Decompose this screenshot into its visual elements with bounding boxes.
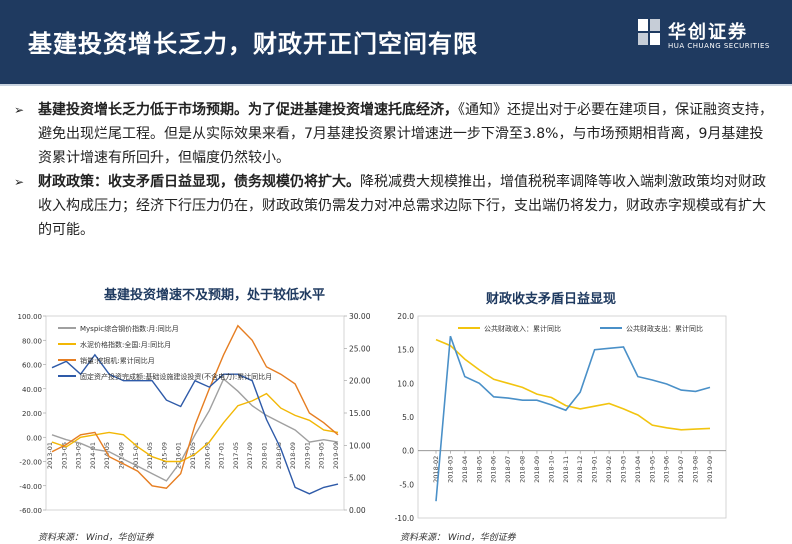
y-tick-label-right: 30.00 [349,312,371,321]
y-tick-label-left: -20.00 [19,459,42,467]
x-tick-label: 2018-12 [576,456,584,483]
left-chart-source: 资料来源： Wind，华创证券 [38,533,154,543]
y-tick-label-right: 15.00 [349,409,371,418]
y-tick-label-right: 25.00 [349,344,371,353]
bullet-item-infrastructure: ➢ 基建投资增长乏力低于市场预期。为了促进基建投资增速托底经济，《通知》还提出对… [14,98,774,170]
header-divider [0,84,792,86]
y-tick-label-left: 60.00 [22,362,42,370]
header-bar: 基建投资增长乏力，财政开正门空间有限 华创证券 HUA CHUANG SECUR… [0,0,792,84]
bullet-body: 降税减费大规模推出，增值税税率调降等收入端刺激政策均对财政收入构成压力；经济下行… [38,174,766,238]
page-title: 基建投资增长乏力，财政开正门空间有限 [28,30,478,58]
legend-label-3: 固定资产投资完成额:基础设施建设投资(不含电力):累计同比月 [80,372,272,381]
bullet-body: 《通知》还提出对于必要在建项目，保证融资支持，避免出现烂尾工程。但是从实际效果来… [38,102,773,166]
right-chart-source: 资料来源： Wind，华创证券 [400,533,516,543]
y-tick-label-left: -40.00 [19,483,42,491]
x-tick-label: 2019-08 [692,456,700,483]
x-tick-label: 2018-09 [533,456,541,483]
x-tick-label: 2016-09 [203,442,211,469]
x-tick-label: 2019-09 [332,442,340,469]
y-tick-label-left: 100.00 [18,313,43,321]
x-tick-label: 2018-05 [275,442,283,469]
x-tick-label: 2013-01 [46,442,54,469]
y-tick-label-right: 20.00 [349,377,371,386]
y-tick-label: 5.0 [402,413,414,422]
x-tick-label: 2019-03 [619,456,627,483]
y-tick-label-left: 0.00 [26,434,42,442]
x-tick-label: 2018-03 [446,456,454,483]
series-line-2 [51,324,339,489]
bullet-arrow-icon: ➢ [14,175,25,189]
company-logo: 华创证券 HUA CHUANG SECURITIES [636,14,776,62]
x-tick-label: 2018-06 [490,456,498,483]
y-tick-label: 15.0 [397,346,414,355]
x-tick-label: 2018-04 [461,456,469,483]
right-chart: 20.0 15.0 10.0 5.0 0.0 -5.0 -10.0 2018-02 2018-0… [395,312,727,523]
x-tick-label: 2015-09 [160,442,168,469]
x-tick-label: 2017-09 [246,442,254,469]
series-line-1 [435,335,711,502]
x-tick-label: 2018-07 [504,456,512,483]
x-tick-label: 2019-07 [677,456,685,483]
legend-label-2: 销量:挖掘机:累计同比月 [80,356,155,365]
x-tick-label: 2017-05 [232,442,240,469]
x-tick-label: 2019-06 [663,456,671,483]
x-tick-label: 2018-02 [432,456,440,483]
y-tick-label: 0.0 [402,447,414,456]
x-tick-label: 2018-09 [289,442,297,469]
legend-label-0: 公共财政收入：累计同比 [484,324,561,333]
x-tick-label: 2018-08 [519,456,527,483]
right-chart-title: 财政收支矛盾日益显现 [486,292,617,307]
left-chart: 100.00 80.00 60.00 40.00 20.00 0.00 -20.00 -40.… [18,312,371,515]
x-tick-label: 2013-09 [75,442,83,469]
y-tick-label-left: 80.00 [22,337,42,345]
legend-label-1: 水泥价格指数:全国:月:同比月 [80,340,171,349]
y-tick-label: -10.0 [395,514,415,523]
x-tick-label: 2019-04 [634,456,642,483]
y-tick-label-left: 20.00 [22,410,42,418]
x-tick-label: 2018-11 [562,456,570,483]
x-tick-label: 2013-05 [60,442,68,469]
x-tick-label: 2014-09 [118,442,126,469]
y-tick-label-right: 10.00 [349,441,371,450]
x-tick-label: 2019-01 [303,442,311,469]
x-tick-label: 2018-10 [547,456,555,483]
x-tick-label: 2014-01 [89,442,97,469]
legend-label-0: Myspic综合钢价指数:月:同比月 [80,324,179,333]
x-tick-label: 2019-01 [591,456,599,483]
y-tick-label-right: 5.00 [349,474,366,483]
x-tick-label: 2019-02 [605,456,613,483]
y-tick-label: -5.0 [399,480,414,489]
legend-label-1: 公共财政支出：累计同比 [626,324,703,333]
series-line-0 [435,338,711,431]
logo-text-en: HUA CHUANG SECURITIES [668,42,770,50]
bullet-heading: 基建投资增长乏力低于市场预期。为了促进基建投资增速托底经济， [38,102,458,118]
bullet-arrow-icon: ➢ [14,103,25,117]
logo-text-cn: 华创证券 [668,22,748,43]
x-tick-label: 2018-05 [475,456,483,483]
x-tick-label: 2014-05 [103,442,111,469]
x-tick-label: 2018-01 [261,442,269,469]
logo-mark-icon [638,19,660,45]
y-tick-label: 20.0 [397,312,414,321]
series-line-3 [51,353,339,495]
bullet-item-fiscal: ➢ 财政政策：收支矛盾日益显现，债务规模仍将扩大。降税减费大规模推出，增值税税率… [14,170,774,242]
x-tick-label: 2019-05 [318,442,326,469]
x-tick-label: 2015-01 [132,442,140,469]
plot-frame [417,315,727,519]
series-line-0 [51,377,339,482]
series-line-1 [51,392,339,463]
x-tick-label: 2019-05 [648,456,656,483]
left-chart-title: 基建投资增速不及预期，处于较低水平 [104,288,326,303]
x-tick-label: 2017-01 [218,442,226,469]
y-tick-label: 10.0 [397,379,414,388]
bullet-heading: 财政政策：收支矛盾日益显现，债务规模仍将扩大。 [38,174,360,190]
x-tick-label: 2019-09 [706,456,714,483]
y-tick-label-right: 0.00 [349,506,366,515]
x-tick-label: 2016-01 [175,442,183,469]
y-tick-label-left: -60.00 [19,507,42,515]
y-tick-label-left: 40.00 [22,386,42,394]
bullet-list: ➢ 基建投资增长乏力低于市场预期。为了促进基建投资增速托底经济，《通知》还提出对… [14,98,774,242]
